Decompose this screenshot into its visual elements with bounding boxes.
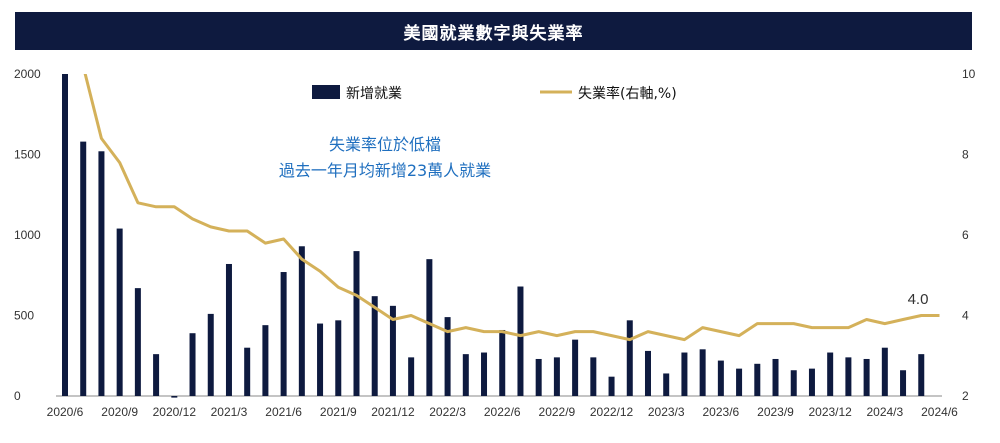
bar-jobs-2021/9 [335,320,342,396]
x-tick-label: 2022/3 [429,405,466,419]
bar-jobs-2023/6 [717,360,724,396]
y-left-tick-label: 1000 [14,228,41,242]
bar-jobs-2022/1 [408,357,415,396]
bar-jobs-2021/12 [389,305,396,396]
x-tick-label: 2022/9 [539,405,576,419]
bar-jobs-2023/3 [663,373,670,396]
y-left-tick-label: 1500 [14,148,41,162]
bar-jobs-2023/8 [754,363,761,396]
bar-jobs-2021/11 [371,296,378,396]
bar-jobs-2022/8 [535,358,542,396]
x-tick-label: 2022/6 [484,405,521,419]
y-right-tick-label: 2 [962,389,969,403]
x-tick-label: 2021/9 [320,405,357,419]
bar-jobs-2020/9 [116,228,123,396]
x-axis: 2020/6 2020/9 2020/12 2021/3 2021/6 2021/9 202… [47,395,958,419]
bar-jobs-2022/12 [608,376,615,396]
line-series [83,74,940,342]
bar-jobs-2023/11 [808,368,815,396]
x-tick-label: 2023/9 [757,405,794,419]
bar-jobs-2022/3 [444,317,451,396]
end-value-label: 4.0 [908,291,929,308]
bar-jobs-2021/8 [317,323,324,396]
x-tick-label: 2022/12 [590,405,634,419]
x-tick-label: 2023/12 [808,405,852,419]
bar-jobs-2021/2 [207,313,214,396]
bar-jobs-2024/5 [918,354,925,396]
bar-jobs-2020/12 [171,396,178,398]
x-tick-label: 2020/6 [47,405,84,419]
bar-jobs-2022/7 [517,286,524,396]
legend-label-jobs: 新增就業 [346,86,402,102]
bar-jobs-2024/3 [881,347,888,396]
bar-jobs-2020/6 [62,74,68,396]
legend-swatch-jobs [312,85,340,99]
right-axis: 2 4 6 8 10 [962,67,976,403]
x-tick-label: 2024/3 [866,405,903,419]
bar-jobs-2020/7 [80,141,87,396]
bar-jobs-2021/3 [225,263,232,396]
x-tick-label: 2020/9 [101,405,138,419]
bar-jobs-2023/12 [827,352,834,396]
bar-jobs-2021/7 [298,246,305,396]
bar-jobs-2023/10 [790,370,797,396]
bar-jobs-2022/5 [481,352,488,396]
bar-jobs-2023/7 [736,368,743,396]
legend: 新增就業 失業率(右軸,%) [312,85,677,102]
x-tick-label: 2023/6 [703,405,740,419]
chart-title: 美國就業數字與失業率 [15,12,972,50]
annotation: 失業率位於低檔 過去一年月均新增23萬人就業 [279,135,491,180]
y-right-tick-label: 8 [962,148,969,162]
x-tick-label: 2021/6 [265,405,302,419]
bar-jobs-2020/11 [153,354,160,396]
bar-jobs-2022/11 [590,357,597,396]
y-left-tick-label: 0 [14,389,21,403]
bar-jobs-2024/2 [863,358,870,396]
bar-jobs-2021/4 [244,347,251,396]
bar-jobs-2022/10 [572,339,579,396]
bar-jobs-2023/1 [626,320,633,396]
bar-jobs-2023/2 [644,350,651,396]
annotation-line-2: 過去一年月均新增23萬人就業 [279,161,491,180]
x-tick-label: 2020/12 [153,405,197,419]
y-right-tick-label: 4 [962,309,969,323]
bar-jobs-2022/4 [462,354,469,396]
x-tick-label: 2021/12 [371,405,415,419]
line-unemployment-rate [83,74,940,342]
bar-jobs-2023/4 [681,352,688,396]
annotation-line-1: 失業率位於低檔 [329,135,441,154]
bar-jobs-2024/1 [845,357,852,396]
y-left-tick-label: 2000 [14,67,41,81]
bar-series [62,74,925,398]
bar-jobs-2022/9 [553,357,560,396]
bar-jobs-2024/4 [900,370,907,396]
y-left-tick-label: 500 [14,309,34,323]
x-tick-label: 2023/3 [648,405,685,419]
bar-jobs-2022/2 [426,259,433,396]
y-right-tick-label: 10 [962,67,976,81]
bar-jobs-2023/9 [772,358,779,396]
legend-label-unemployment: 失業率(右軸,%) [578,85,677,102]
bar-jobs-2022/6 [499,329,506,396]
bar-jobs-2021/1 [189,333,196,396]
x-tick-label: 2021/3 [211,405,248,419]
bar-jobs-2021/10 [353,251,360,396]
left-axis: 0 500 1000 1500 2000 [14,67,41,403]
x-tick-label: 2024/6 [921,405,958,419]
bar-jobs-2021/6 [280,272,287,396]
bar-jobs-2020/10 [134,288,141,396]
y-right-tick-label: 6 [962,228,969,242]
bar-jobs-2020/8 [98,151,105,396]
bar-jobs-2021/5 [262,325,269,396]
bar-jobs-2023/5 [699,349,706,396]
